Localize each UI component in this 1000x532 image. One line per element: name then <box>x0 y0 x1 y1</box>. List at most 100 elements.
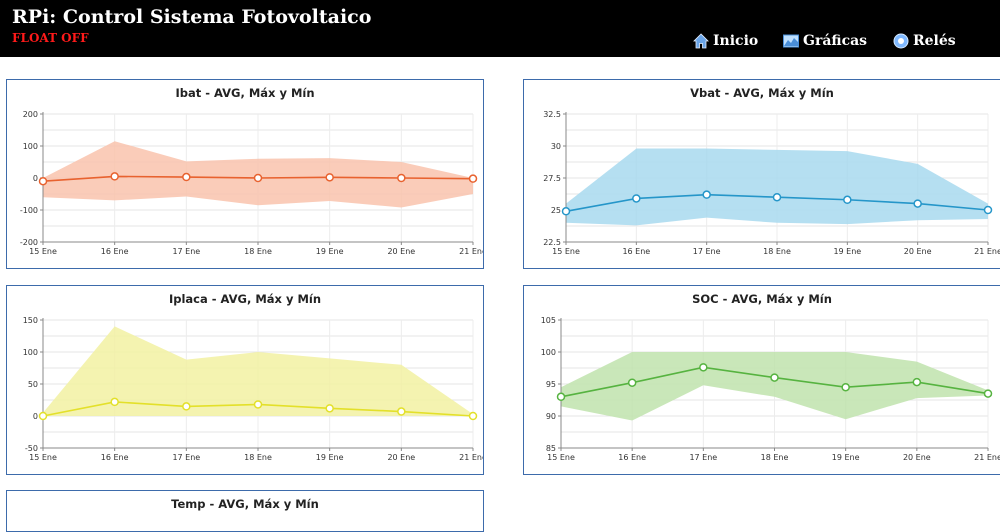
x-tick-label: 17 Ene <box>689 453 717 462</box>
avg-point[interactable] <box>253 400 263 409</box>
avg-point[interactable] <box>627 378 637 387</box>
x-tick-label: 19 Ene <box>832 453 860 462</box>
nav-label: Inicio <box>713 33 759 49</box>
avg-point[interactable] <box>632 194 641 203</box>
chart-title: SOC - AVG, Máx y Mín <box>692 292 832 306</box>
header-bar: RPi: Control Sistema Fotovoltaico FLOAT … <box>0 0 1000 57</box>
avg-point[interactable] <box>38 411 48 421</box>
iplaca-chart-panel: Iplaca - AVG, Máx y Mín 150 100 50 0 -50 15 En… <box>6 285 484 475</box>
avg-point[interactable] <box>468 174 478 183</box>
x-tick-label: 15 Ene <box>29 247 57 256</box>
avg-point[interactable] <box>38 176 48 186</box>
y-tick-label: 25 <box>551 206 561 215</box>
avg-point[interactable] <box>561 207 571 216</box>
y-tick-label: 22.5 <box>543 238 561 247</box>
chart-title: Iplaca - AVG, Máx y Mín <box>169 292 321 306</box>
avg-point[interactable] <box>699 363 708 372</box>
x-tick-label: 16 Ene <box>101 453 129 462</box>
x-tick-label: 21 Ene <box>459 247 483 256</box>
avg-point[interactable] <box>556 392 566 402</box>
y-tick-label: -50 <box>25 444 38 453</box>
x-tick-label: 16 Ene <box>618 453 646 462</box>
ibat-chart-panel: Ibat - AVG, Máx y Mín 200 100 0 -100 -200 15 E… <box>6 79 484 269</box>
x-tick-label: 19 Ene <box>316 247 344 256</box>
y-tick-label: 100 <box>23 142 38 151</box>
float-status: FLOAT OFF <box>12 31 89 45</box>
chart-title: Ibat - AVG, Máx y Mín <box>175 86 314 100</box>
app-title: RPi: Control Sistema Fotovoltaico <box>12 6 372 28</box>
avg-point[interactable] <box>110 172 119 181</box>
avg-point[interactable] <box>841 382 850 392</box>
chart-title: Temp - AVG, Máx y Mín <box>171 497 319 511</box>
avg-point[interactable] <box>397 173 406 183</box>
x-tick-label: 17 Ene <box>693 247 721 256</box>
y-tick-label: 27.5 <box>543 174 561 183</box>
y-tick-label: 0 <box>33 174 38 183</box>
y-tick-label: 150 <box>23 316 38 325</box>
nav-graficas[interactable]: Gráficas <box>783 33 867 49</box>
x-tick-label: 20 Ene <box>904 247 932 256</box>
avg-point[interactable] <box>468 411 478 421</box>
min-max-band <box>43 326 473 416</box>
avg-point[interactable] <box>325 173 334 182</box>
relay-circle-icon <box>893 33 909 49</box>
y-tick-label: 0 <box>33 412 38 421</box>
avg-point[interactable] <box>182 172 191 182</box>
avg-point[interactable] <box>110 397 119 407</box>
avg-point[interactable] <box>983 205 993 215</box>
y-tick-label: 50 <box>28 380 38 389</box>
y-tick-label: 105 <box>541 316 556 325</box>
y-tick-label: 95 <box>546 380 556 389</box>
x-tick-label: 21 Ene <box>459 453 483 462</box>
nav-reles[interactable]: Relés <box>893 33 956 49</box>
x-tick-label: 18 Ene <box>244 247 272 256</box>
x-tick-label: 19 Ene <box>316 453 344 462</box>
avg-point[interactable] <box>843 195 852 205</box>
chart-title: Vbat - AVG, Máx y Mín <box>690 86 834 100</box>
x-tick-label: 17 Ene <box>172 453 200 462</box>
x-tick-label: 20 Ene <box>387 453 415 462</box>
y-tick-label: 32.5 <box>543 110 561 119</box>
avg-point[interactable] <box>397 407 406 416</box>
x-tick-label: 20 Ene <box>387 247 415 256</box>
avg-point[interactable] <box>913 199 922 208</box>
avg-point[interactable] <box>770 373 779 382</box>
x-tick-label: 19 Ene <box>833 247 861 256</box>
temp-chart-panel: Temp - AVG, Máx y Mín <box>6 490 484 532</box>
nav-label: Gráficas <box>803 33 868 49</box>
nav-label: Relés <box>913 33 956 49</box>
x-tick-label: 18 Ene <box>763 247 791 256</box>
avg-point[interactable] <box>912 377 922 387</box>
avg-point[interactable] <box>983 389 993 398</box>
avg-point[interactable] <box>182 402 191 411</box>
min-max-band <box>566 148 988 226</box>
y-tick-label: 100 <box>23 348 38 357</box>
y-tick-label: 100 <box>541 348 556 357</box>
avg-point[interactable] <box>325 404 334 413</box>
x-tick-label: 21 Ene <box>974 247 1000 256</box>
avg-point[interactable] <box>772 192 782 202</box>
x-tick-label: 20 Ene <box>903 453 931 462</box>
x-tick-label: 18 Ene <box>761 453 789 462</box>
x-tick-label: 16 Ene <box>101 247 129 256</box>
x-tick-label: 17 Ene <box>172 247 200 256</box>
x-tick-label: 21 Ene <box>974 453 1000 462</box>
chart-image-icon <box>783 34 799 48</box>
x-tick-label: 16 Ene <box>622 247 650 256</box>
min-max-band <box>561 352 988 421</box>
y-tick-label: 200 <box>23 110 38 119</box>
x-tick-label: 15 Ene <box>547 453 575 462</box>
nav-inicio[interactable]: Inicio <box>693 33 758 49</box>
y-tick-label: 30 <box>551 142 561 151</box>
x-tick-label: 15 Ene <box>552 247 580 256</box>
home-icon <box>693 33 709 49</box>
avg-point[interactable] <box>702 190 711 199</box>
vbat-chart: Vbat - AVG, Máx y Mín 32.5 30 27.5 25 22.515 … <box>543 86 1000 256</box>
y-tick-label: -200 <box>20 238 38 247</box>
soc-chart-panel: SOC - AVG, Máx y Mín 105 100 95 90 85 15 Ene 16… <box>523 285 1000 475</box>
avg-point[interactable] <box>253 173 263 183</box>
x-tick-label: 18 Ene <box>244 453 272 462</box>
